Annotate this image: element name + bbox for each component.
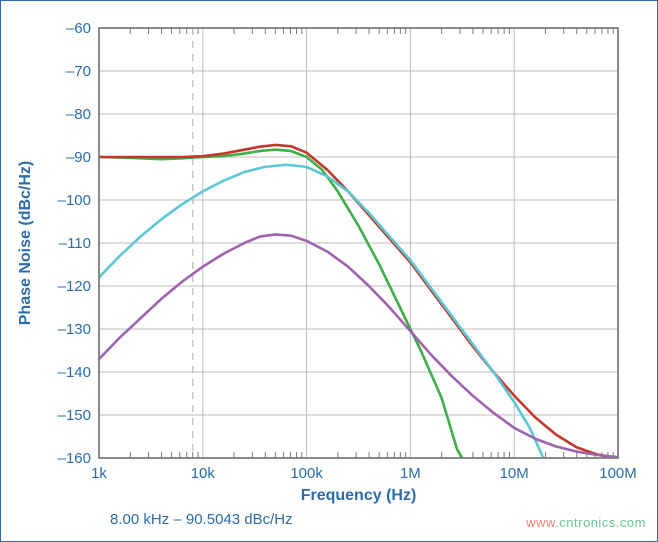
- watermark-domain: .cntronics.com: [555, 515, 646, 530]
- watermark: www.cntronics.com: [526, 515, 646, 530]
- watermark-www: www: [526, 515, 555, 530]
- outer-frame: [0, 0, 658, 542]
- marker-caption: 8.00 kHz – 90.5043 dBc/Hz: [110, 511, 293, 528]
